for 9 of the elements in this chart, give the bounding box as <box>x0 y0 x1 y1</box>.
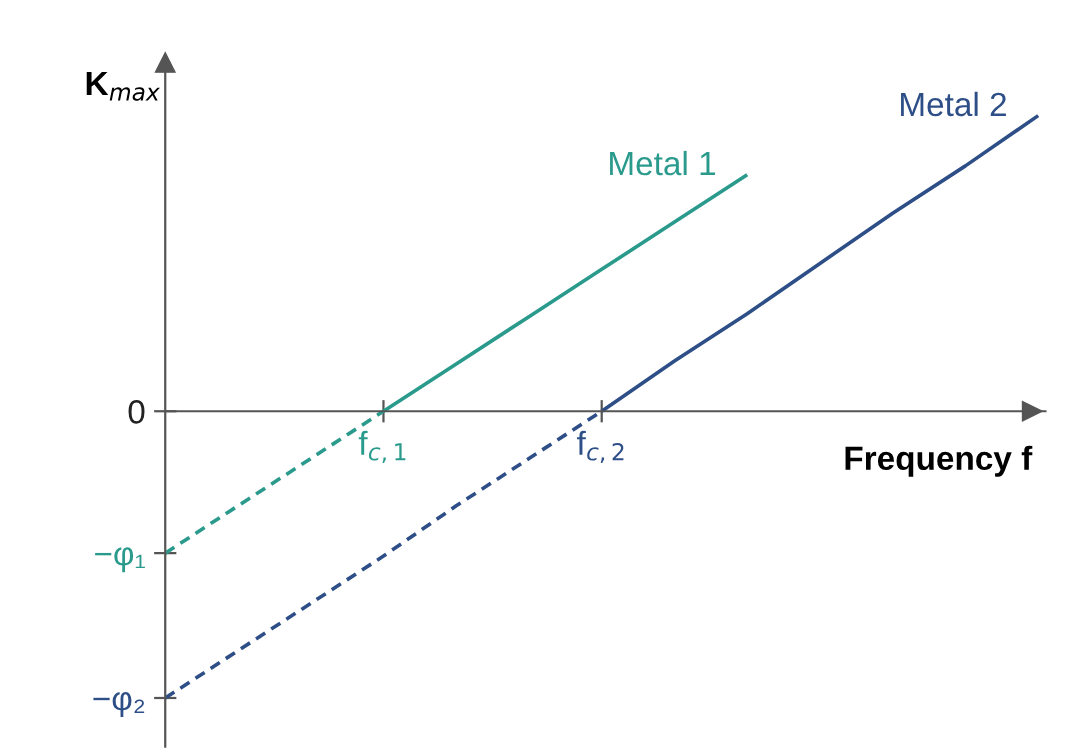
x-axis-title: Frequency f <box>845 445 1033 477</box>
x-tick-label: f$_{c,2}$ <box>577 430 624 463</box>
text: −φ₁ <box>95 547 145 573</box>
series-label: Metal 2 <box>901 91 1006 117</box>
series-label: Metal 1 <box>610 150 716 176</box>
text: −φ₂ <box>93 692 145 717</box>
x-tick-label: f$_{c,1}$ <box>358 430 406 463</box>
y-axis-title: K$_{max}$ <box>86 71 160 101</box>
text: 0 <box>128 400 145 424</box>
